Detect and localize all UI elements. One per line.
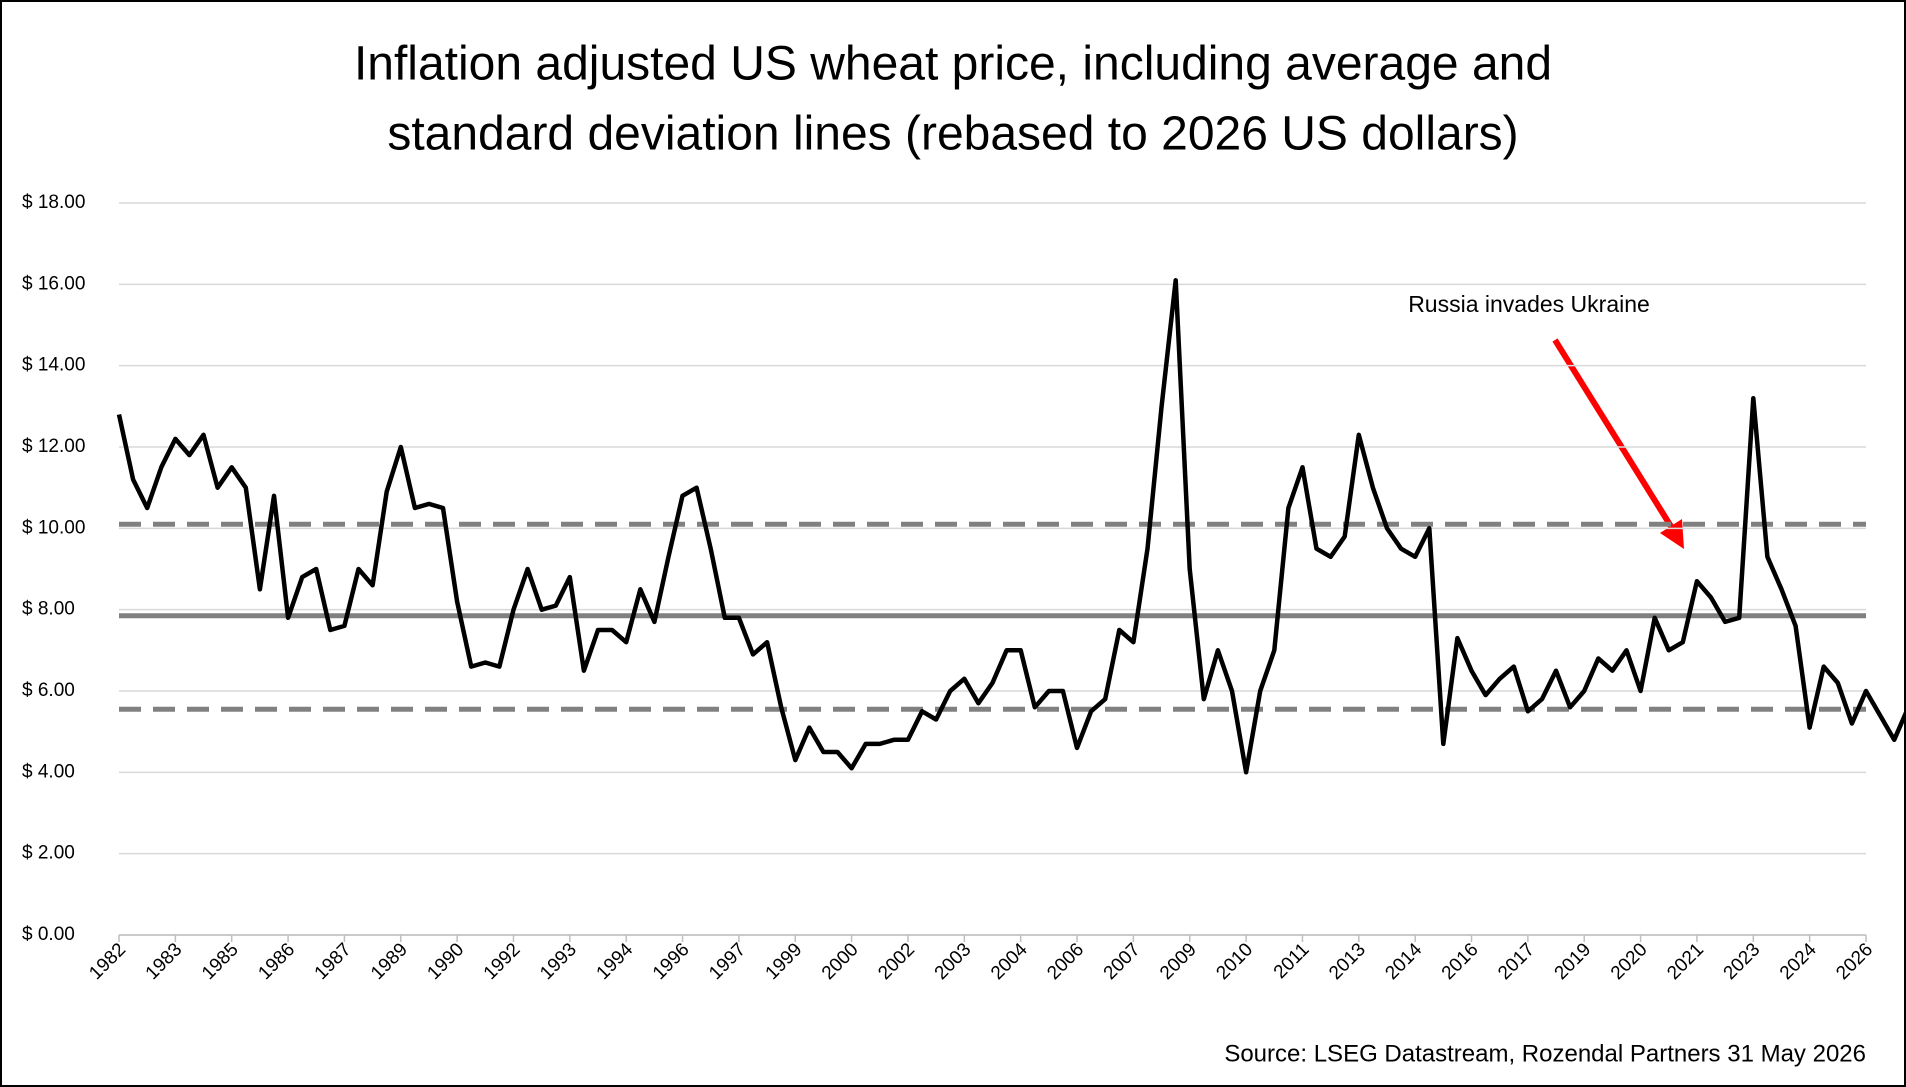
y-tick-label: $ 10.00 [22,517,85,538]
price-line [116,278,1906,775]
y-tick-label: $ 6.00 [22,680,75,701]
y-tick-label: $ 14.00 [22,355,85,376]
y-tick-label: $ 8.00 [22,599,75,620]
y-tick-label: $ 4.00 [22,761,75,782]
y-tick-label: $ 0.00 [22,924,75,945]
y-tick-label: $ 12.00 [22,436,85,457]
annotation: Russia invades Ukraine [1408,291,1650,317]
y-tick-label: $ 2.00 [22,843,75,864]
source: Source: LSEG Datastream, Rozendal Partne… [1224,1040,1866,1067]
y-tick-label: $ 18.00 [22,192,85,213]
annotation-arrow [1552,338,1684,549]
chart-title: Inflation adjusted US wheat price, inclu… [354,38,1552,91]
chart-title: standard deviation lines (rebased to 202… [387,108,1518,161]
y-tick-label: $ 16.00 [22,273,85,294]
